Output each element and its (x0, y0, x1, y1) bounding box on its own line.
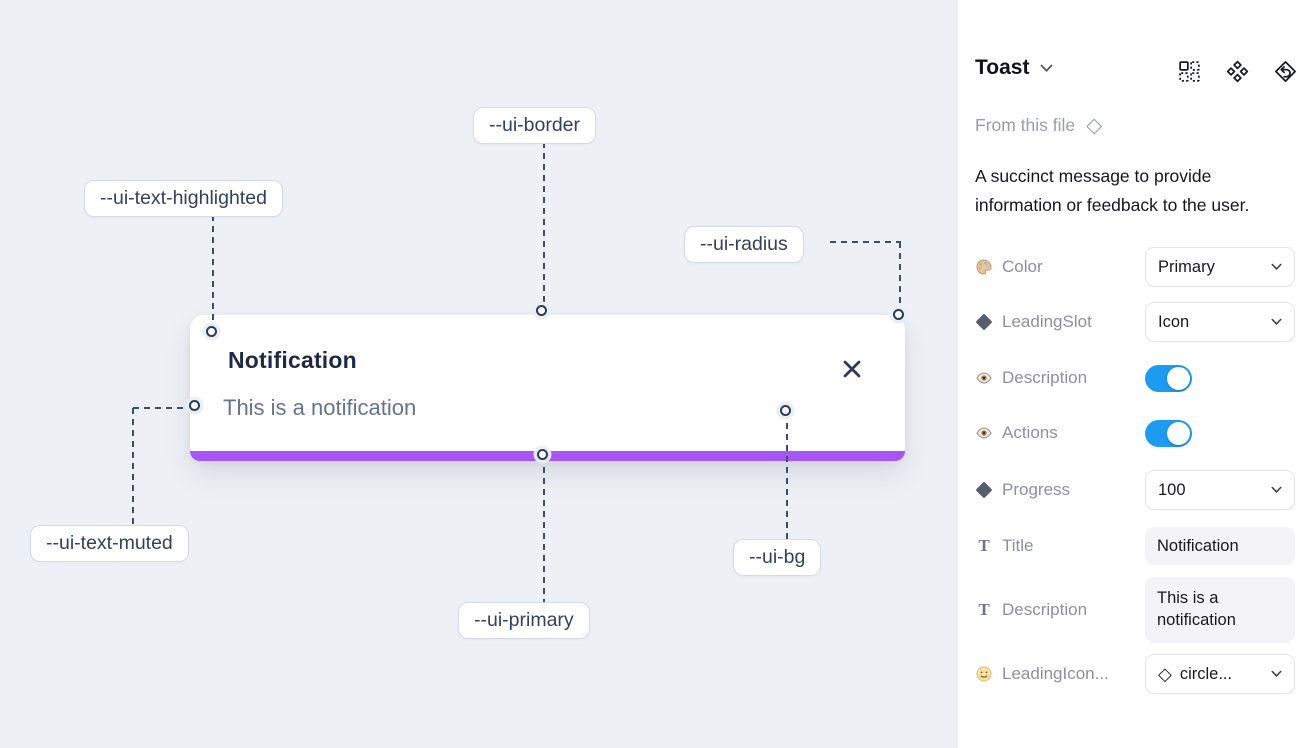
prop-row-progress: Progress 100 (975, 470, 1297, 510)
component-icon[interactable] (1225, 59, 1250, 84)
connector-line-ui-text-muted-h (133, 407, 190, 409)
actions-toggle[interactable] (1145, 419, 1192, 447)
leadingslot-select[interactable]: Icon (1145, 302, 1295, 342)
anchor-dot-ui-text-muted (189, 400, 200, 411)
restore-component-icon[interactable] (1273, 59, 1298, 84)
prop-row-title: T Title Notification (975, 527, 1297, 565)
text-icon: T (978, 536, 990, 555)
canvas: Notification This is a notification --ui… (0, 0, 958, 748)
eye-icon (975, 369, 993, 387)
color-select[interactable]: Primary (1145, 247, 1295, 287)
component-name: Toast (975, 56, 1030, 79)
toggle-on (1145, 364, 1192, 392)
annotation-ui-text-muted: --ui-text-muted (30, 525, 189, 562)
text-icon: T (978, 600, 990, 619)
toast-title: Notification (228, 347, 357, 373)
prop-row-leadingicon: LeadingIcon... ◇ circle... (975, 654, 1297, 694)
chevron-down-icon (1271, 263, 1282, 271)
toast-description: This is a notification (223, 395, 417, 420)
chevron-down-icon (1271, 486, 1282, 494)
connector-line-ui-text-muted-v (132, 408, 134, 525)
prop-row-color: Color Primary (975, 247, 1297, 287)
toggle-knob (1167, 366, 1190, 390)
properties-panel: Toast (958, 0, 1312, 748)
anchor-dot-ui-border (536, 305, 547, 316)
connector-line-ui-radius-h (830, 241, 901, 243)
diamond-icon (975, 481, 993, 499)
description-input[interactable]: This is a notification (1145, 577, 1295, 643)
anchor-dot-ui-bg (780, 405, 791, 416)
source-label: From this file (975, 115, 1076, 135)
prop-label-color: Color (975, 257, 1043, 277)
prop-label-leadingicon: LeadingIcon... (975, 664, 1109, 684)
title-input[interactable]: Notification (1145, 527, 1295, 565)
anchor-dot-ui-text-highlighted (206, 326, 217, 337)
source-row: From this file ◇ (975, 115, 1102, 136)
instance-grid-icon[interactable] (1177, 59, 1202, 84)
connector-line-ui-primary (543, 467, 545, 602)
connector-line-ui-radius-v (899, 242, 901, 309)
diamond-icon (975, 313, 993, 331)
anchor-dot-ui-radius (893, 309, 904, 320)
palette-icon (975, 258, 993, 276)
progress-select[interactable]: 100 (1145, 470, 1295, 510)
prop-row-leadingslot: LeadingSlot Icon (975, 302, 1297, 342)
file-diamond-icon: ◇ (1086, 114, 1103, 137)
chevron-down-icon (1271, 670, 1282, 678)
prop-label-description: Description (975, 368, 1087, 388)
prop-label-title: T Title (975, 536, 1033, 556)
prop-label-actions: Actions (975, 423, 1058, 443)
component-selector[interactable]: Toast (975, 56, 1053, 80)
description-toggle[interactable] (1145, 364, 1192, 392)
connector-line-ui-border (543, 142, 545, 306)
prop-label-description-text: T Description (975, 600, 1087, 620)
prop-label-progress: Progress (975, 480, 1070, 500)
annotation-ui-radius: --ui-radius (684, 226, 804, 263)
toggle-knob (1167, 421, 1190, 445)
connector-line-ui-text-highlighted (212, 215, 214, 327)
toggle-on (1145, 419, 1192, 447)
prop-row-actions-toggle: Actions (975, 413, 1297, 453)
leadingicon-select[interactable]: ◇ circle... (1145, 654, 1295, 694)
connector-line-ui-bg (786, 423, 788, 539)
chevron-down-icon (1040, 64, 1053, 73)
component-description: A succinct message to provide informatio… (975, 166, 1250, 215)
annotation-ui-bg: --ui-bg (733, 539, 822, 576)
close-icon[interactable] (840, 357, 864, 381)
header-toolbar (1177, 59, 1298, 84)
annotation-ui-text-highlighted: --ui-text-highlighted (84, 180, 283, 217)
chevron-down-icon (1271, 318, 1282, 326)
annotation-ui-primary: --ui-primary (458, 602, 590, 639)
toast-component: Notification This is a notification (190, 315, 905, 461)
prop-row-description-text: T Description This is a notification (975, 577, 1297, 643)
annotation-ui-border: --ui-border (473, 107, 597, 144)
anchor-dot-ui-primary (537, 449, 548, 460)
prop-row-description-toggle: Description (975, 358, 1297, 398)
eye-icon (975, 424, 993, 442)
prop-label-leadingslot: LeadingSlot (975, 312, 1092, 332)
smiley-icon (975, 665, 993, 683)
instance-diamond-icon: ◇ (1158, 664, 1172, 684)
